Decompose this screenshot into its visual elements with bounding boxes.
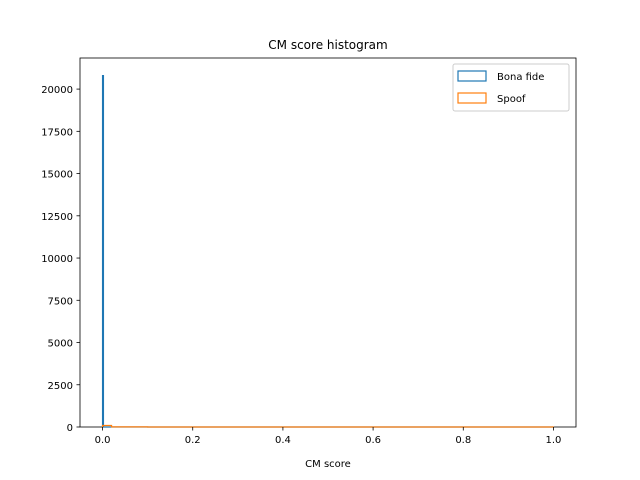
y-axis: 0 2500 5000 7500 10000 12500 15000 17500 20000: [41, 85, 80, 434]
x-axis: 0.0 0.2 0.4 0.6 0.8 1.0: [95, 427, 562, 446]
x-tick-label: 0.0: [95, 435, 111, 446]
legend: Bona fide Spoof: [452, 63, 570, 112]
x-tick-label: 0.4: [275, 435, 291, 446]
legend-swatch: [457, 70, 487, 82]
y-tick-label: 15000: [41, 170, 73, 181]
legend-box: [452, 63, 570, 112]
legend-label: Spoof: [497, 94, 526, 105]
plot-area: [79, 57, 577, 428]
y-tick-label: 12500: [41, 212, 73, 223]
y-tick-label: 0: [67, 423, 73, 434]
histogram-series-1: [101, 424, 555, 428]
y-tick-label: 7500: [48, 296, 73, 307]
y-tick-label: 10000: [41, 254, 73, 265]
y-tick-label: 5000: [48, 339, 73, 350]
y-tick-label: 20000: [41, 85, 73, 96]
legend-label: Bona fide: [497, 72, 544, 83]
y-tick-label: 17500: [41, 127, 73, 138]
legend-swatch: [457, 92, 487, 104]
x-tick-label: 1.0: [546, 435, 562, 446]
plot-frame: [79, 57, 577, 428]
x-tick-label: 0.2: [185, 435, 201, 446]
x-tick-label: 0.6: [365, 435, 381, 446]
x-axis-label: CM score: [305, 459, 351, 470]
chart-title: CM score histogram: [268, 38, 387, 52]
x-tick-label: 0.8: [455, 435, 471, 446]
series-layer: [101, 74, 555, 428]
y-tick-label: 2500: [48, 381, 73, 392]
